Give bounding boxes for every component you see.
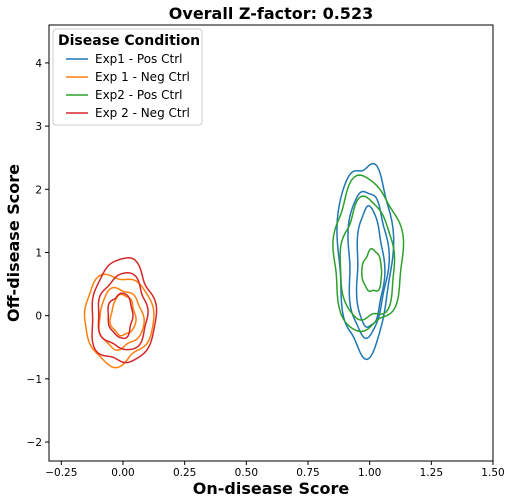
contour-layer — [83, 162, 405, 369]
contour-line — [107, 292, 134, 340]
x-axis: −0.25 0.00 0.25 0.50 0.75 1.00 1.25 1.50 — [45, 461, 505, 479]
contour-line — [91, 256, 158, 364]
y-tick-label: −1 — [27, 374, 42, 386]
legend-title: Disease Condition — [58, 33, 200, 49]
x-axis-label: On-disease Score — [193, 479, 350, 498]
x-tick-label: 0.25 — [173, 467, 196, 479]
contour-line — [83, 273, 155, 369]
legend-entry: Exp2 - Pos Ctrl — [95, 88, 182, 102]
legend: Disease Condition Exp1 - Pos Ctrl Exp 1 -… — [52, 28, 203, 126]
contour-line — [332, 174, 405, 333]
y-tick-label: −2 — [27, 437, 42, 449]
x-tick-label: 0.50 — [235, 467, 258, 479]
x-tick-label: 0.00 — [111, 467, 134, 479]
y-tick-label: 2 — [35, 184, 42, 196]
y-tick-label: 0 — [35, 311, 42, 323]
y-tick-label: 4 — [35, 58, 42, 70]
contour-line — [347, 190, 391, 340]
x-tick-label: 0.75 — [296, 467, 319, 479]
legend-entry: Exp 1 - Neg Ctrl — [95, 70, 190, 84]
y-tick-label: 3 — [35, 121, 42, 133]
contour-line — [97, 272, 149, 351]
x-tick-label: 1.25 — [420, 467, 443, 479]
chart-title: Overall Z-factor: 0.523 — [169, 4, 373, 23]
series-4-contours — [91, 256, 158, 364]
legend-entry: Exp1 - Pos Ctrl — [95, 52, 182, 66]
contour-line — [336, 162, 395, 361]
legend-box — [52, 28, 203, 126]
x-tick-label: −0.25 — [45, 467, 77, 479]
series-1-contours — [336, 162, 395, 361]
series-3-contours — [332, 174, 405, 333]
contour-line — [98, 286, 145, 351]
y-axis: −2 −1 0 1 2 3 4 — [27, 58, 49, 449]
contour-line — [355, 204, 386, 328]
contour-line — [361, 248, 383, 293]
x-tick-label: 1.00 — [358, 467, 381, 479]
contour-line — [109, 293, 137, 337]
contour-line — [339, 195, 396, 321]
y-tick-label: 1 — [35, 247, 42, 259]
legend-entry: Exp 2 - Neg Ctrl — [95, 106, 190, 120]
x-tick-label: 1.50 — [481, 467, 504, 479]
y-axis-label: Off-disease Score — [4, 164, 23, 322]
plot-frame — [48, 24, 494, 462]
